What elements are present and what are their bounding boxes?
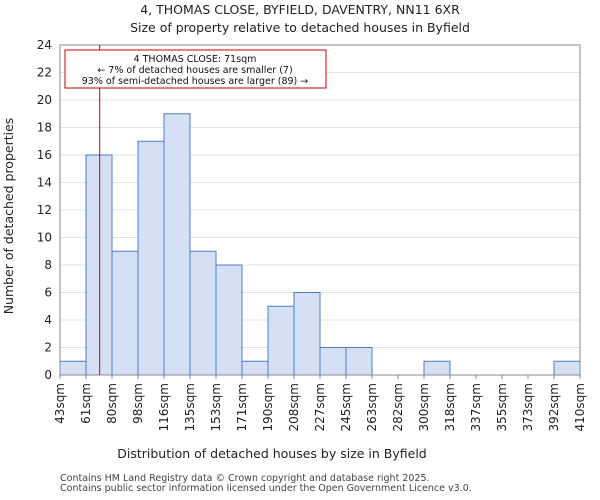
x-tick-label: 392sqm <box>547 383 561 431</box>
bar-208sqm <box>293 292 321 376</box>
x-tick-label: 116sqm <box>157 383 171 431</box>
y-axis-label: Number of detached properties <box>1 118 16 315</box>
bar-116sqm <box>163 113 191 376</box>
bars <box>59 113 581 376</box>
x-tick-label: 410sqm <box>573 383 587 431</box>
x-tick-label: 190sqm <box>261 383 275 431</box>
plot-frame <box>59 44 581 376</box>
y-tick-label: 22 <box>37 66 52 80</box>
x-tick-label: 282sqm <box>391 383 405 431</box>
x-tick-label: 98sqm <box>131 383 145 424</box>
y-tick-label: 2 <box>44 341 52 355</box>
y-tick-label: 18 <box>37 121 52 135</box>
bar-300sqm <box>423 360 451 376</box>
y-tick-label: 6 <box>44 286 52 300</box>
footer-line-2: Contains public sector information licen… <box>60 483 472 494</box>
x-tick-label: 153sqm <box>209 383 223 431</box>
x-axis-label: Distribution of detached houses by size … <box>117 446 427 461</box>
bar-245sqm <box>345 347 373 376</box>
y-tick-label: 0 <box>44 368 52 382</box>
y-tick-label: 24 <box>37 38 52 52</box>
bar-98sqm <box>137 140 165 376</box>
x-axis-ticks: 43sqm 61sqm 80sqm 98sqm 116sqm 135sqm 153sqm 17… <box>53 375 587 431</box>
x-tick-label: 373sqm <box>521 383 535 431</box>
x-tick-label: 135sqm <box>183 383 197 431</box>
annotation-line-2: ← 7% of detached houses are smaller (7) <box>97 65 292 76</box>
annotation-line-3: 93% of semi-detached houses are larger (… <box>82 76 309 87</box>
x-tick-label: 171sqm <box>235 383 249 431</box>
x-tick-label: 61sqm <box>79 383 93 424</box>
footer-line-1: Contains HM Land Registry data © Crown c… <box>60 473 430 484</box>
x-tick-label: 337sqm <box>469 383 483 431</box>
x-tick-label: 80sqm <box>105 383 119 424</box>
y-tick-label: 16 <box>37 148 52 162</box>
bar-135sqm <box>189 250 217 376</box>
x-tick-label: 263sqm <box>365 383 379 431</box>
x-tick-label: 43sqm <box>53 383 67 424</box>
y-tick-label: 8 <box>44 258 52 272</box>
y-tick-label: 4 <box>44 313 52 327</box>
y-tick-label: 20 <box>37 93 52 107</box>
x-tick-label: 227sqm <box>313 383 327 431</box>
bar-61sqm <box>85 154 113 376</box>
y-tick-label: 14 <box>37 176 52 190</box>
bar-43sqm <box>59 360 87 376</box>
bar-171sqm <box>241 360 269 376</box>
bar-190sqm <box>267 305 295 376</box>
y-tick-label: 10 <box>37 231 52 245</box>
chart-subtitle: Size of property relative to detached ho… <box>130 20 470 35</box>
bar-80sqm <box>111 250 139 376</box>
bar-227sqm <box>319 347 347 376</box>
x-tick-label: 318sqm <box>443 383 457 431</box>
x-tick-label: 355sqm <box>495 383 509 431</box>
bar-392sqm <box>553 360 581 376</box>
annotation-box: 4 THOMAS CLOSE: 71sqm ← 7% of detached h… <box>64 49 327 89</box>
x-tick-label: 208sqm <box>287 383 301 431</box>
x-tick-label: 245sqm <box>339 383 353 431</box>
bar-153sqm <box>215 264 243 376</box>
y-tick-label: 12 <box>37 203 52 217</box>
chart-title: 4, THOMAS CLOSE, BYFIELD, DAVENTRY, NN11… <box>140 2 460 17</box>
x-tick-label: 300sqm <box>417 383 431 431</box>
annotation-line-1: 4 THOMAS CLOSE: 71sqm <box>134 54 257 65</box>
